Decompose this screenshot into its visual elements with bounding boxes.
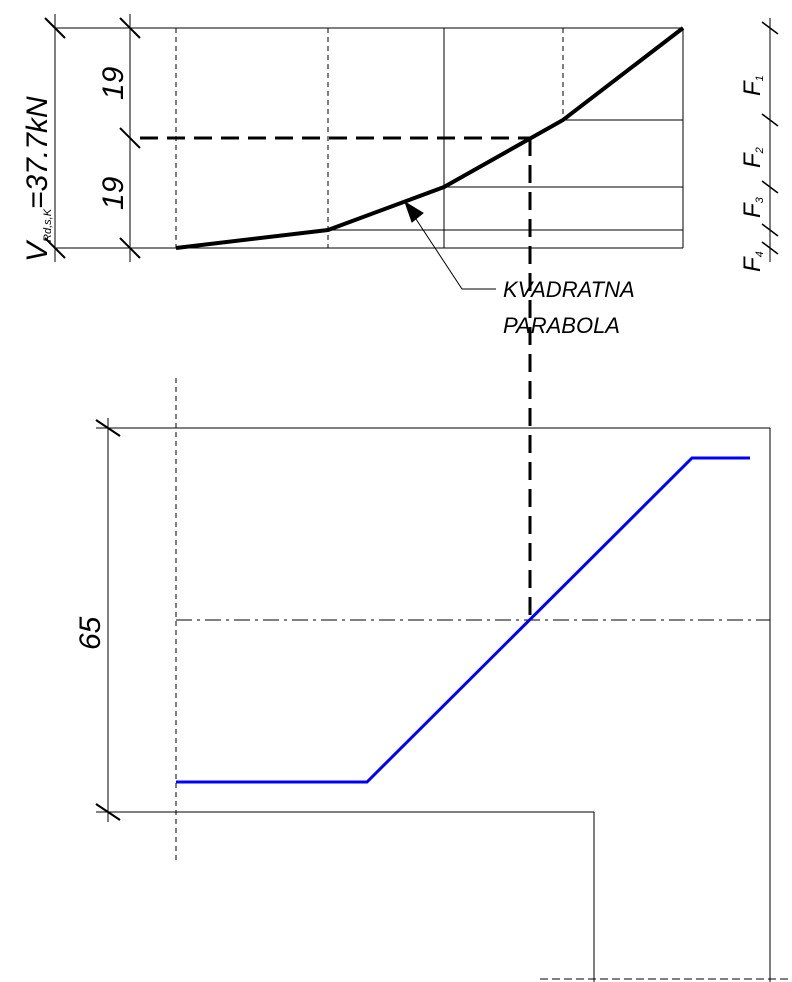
dimension-tick (119, 127, 141, 149)
force-diagram (44, 14, 685, 262)
annotation-leader (404, 200, 496, 290)
dimension-tick (119, 237, 141, 259)
tendon-profile (176, 456, 750, 784)
annotation-line-1: KVADRATNA (503, 277, 635, 302)
annotation-line-2: PARABOLA (503, 313, 620, 338)
dimension-tick (95, 419, 121, 437)
dimension-tick (119, 17, 141, 39)
beam-section (95, 378, 792, 982)
force-scale (761, 18, 779, 262)
beam-depth-value: 65 (74, 616, 107, 650)
leader-arrowhead (404, 200, 424, 223)
force-scale-tick (761, 223, 779, 237)
dimension-upper-value: 19 (97, 66, 130, 100)
parabola-curve (175, 26, 685, 250)
dimension-tick (44, 17, 66, 39)
leader-line (411, 212, 496, 290)
dimension-lower-value: 19 (97, 176, 130, 210)
shear-force-label: VRd,s,K=37.7kN (21, 96, 54, 262)
dimension-tick (95, 803, 121, 821)
force-scale-tick (761, 21, 779, 35)
force-label-f3: F3 (739, 196, 766, 218)
dimension-tick (44, 237, 66, 259)
force-scale-tick (761, 241, 779, 255)
force-scale-tick (761, 113, 779, 127)
force-label-f1: F1 (739, 75, 766, 96)
force-label-f2: F2 (739, 147, 766, 168)
force-label-f4: F4 (739, 251, 766, 272)
force-scale-tick (761, 180, 779, 194)
